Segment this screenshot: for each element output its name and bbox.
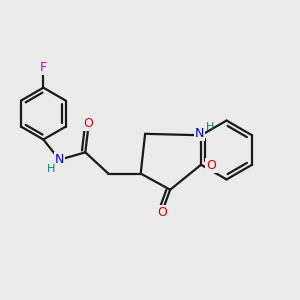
Text: H: H bbox=[206, 122, 215, 132]
Text: N: N bbox=[195, 127, 204, 140]
Text: H: H bbox=[47, 164, 56, 173]
Text: O: O bbox=[157, 206, 167, 219]
Text: F: F bbox=[40, 61, 47, 74]
Text: N: N bbox=[55, 153, 64, 166]
Text: O: O bbox=[206, 159, 216, 172]
Text: O: O bbox=[83, 117, 93, 130]
